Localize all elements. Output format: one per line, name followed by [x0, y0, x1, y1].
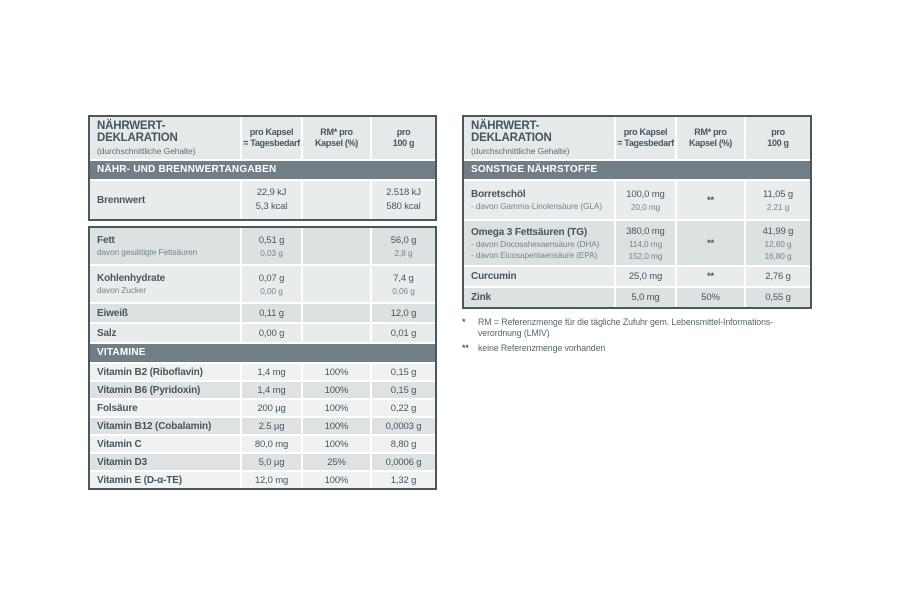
row-label: Brennwert	[97, 194, 146, 206]
row-sublabel: - davon Docosahexaensäure (DHA)	[471, 238, 600, 249]
row-label: Folsäure	[97, 402, 138, 414]
row-eiweiss: Eiweiß 0,11 g 12,0 g	[90, 304, 435, 322]
row-sublabel: - davon Eicosapentaensäure (EPA)	[471, 249, 598, 260]
table-header-title-cell: NÄHRWERT-DEKLARATION (durchschnittliche …	[90, 117, 240, 159]
table-title: NÄHRWERT-DEKLARATION	[97, 120, 178, 144]
table-subtitle: (durchschnittliche Gehalte)	[471, 146, 570, 156]
row-vitamin-b12: Vitamin B12 (Cobalamin) 2.5 µg 100% 0,00…	[90, 418, 435, 434]
row-label: Vitamin E (D-α-TE)	[97, 474, 182, 486]
row-sublabel: davon gesättigte Fettsäuren	[97, 247, 198, 257]
table-header-row: NÄHRWERT-DEKLARATION (durchschnittliche …	[464, 117, 810, 159]
row-omega3: Omega 3 Fettsäuren (TG) - davon Docosahe…	[464, 221, 810, 265]
row-curcumin: Curcumin 25,0 mg ** 2,76 g	[464, 267, 810, 286]
row-fett: Fett davon gesättigte Fettsäuren 0,51 g …	[90, 228, 435, 264]
row-label: Vitamin B12 (Cobalamin)	[97, 420, 212, 432]
table-header-title-cell: NÄHRWERT-DEKLARATION (durchschnittliche …	[464, 117, 614, 159]
col-header-per-100g: pro 100 g	[372, 117, 435, 159]
nutrition-table-main: NÄHRWERT-DEKLARATION (durchschnittliche …	[88, 115, 437, 490]
row-label: Zink	[471, 292, 491, 303]
row-label: Borretschöl	[471, 189, 526, 200]
col-header-per-capsule: pro Kapsel = Tagesbedarf	[616, 117, 675, 159]
row-vitamin-d3: Vitamin D3 5,0 µg 25% 0,0006 g	[90, 454, 435, 470]
row-vitamin-c: Vitamin C 80,0 mg 100% 8,80 g	[90, 436, 435, 452]
section-bar-vitamine: VITAMINE	[90, 344, 435, 362]
row-vitamin-e: Vitamin E (D-α-TE) 12,0 mg 100% 1,32 g	[90, 472, 435, 488]
col-header-per-capsule: pro Kapsel = Tagesbedarf	[242, 117, 301, 159]
col-header-rm: RM* pro Kapsel (%)	[303, 117, 370, 159]
row-label: Vitamin B2 (Riboflavin)	[97, 366, 203, 378]
row-label: Curcumin	[471, 271, 517, 282]
footnotes: * RM = Referenzmenge für die tägliche Zu…	[462, 317, 812, 358]
nutrition-table-main-bottom-block: Fett davon gesättigte Fettsäuren 0,51 g …	[88, 226, 437, 490]
row-label: Eiweiß	[97, 307, 128, 319]
row-kohlenhydrate: Kohlenhydrate davon Zucker 0,07 g 0,00 g…	[90, 266, 435, 302]
nutrition-table-other: NÄHRWERT-DEKLARATION (durchschnittliche …	[462, 115, 812, 309]
row-vitamin-b6: Vitamin B6 (Pyridoxin) 1,4 mg 100% 0,15 …	[90, 382, 435, 398]
no-reference-marker: **	[706, 237, 715, 249]
footnote-rm: * RM = Referenzmenge für die tägliche Zu…	[462, 317, 774, 338]
section-bar-energy: NÄHR- UND BRENNWERTANGABEN	[90, 161, 435, 179]
footnote-marker: *	[462, 317, 466, 327]
footnote-marker: **	[462, 343, 469, 353]
row-label: Vitamin B6 (Pyridoxin)	[97, 384, 201, 396]
row-vitamin-b2: Vitamin B2 (Riboflavin) 1,4 mg 100% 0,15…	[90, 364, 435, 380]
table-header-row: NÄHRWERT-DEKLARATION (durchschnittliche …	[90, 117, 435, 159]
row-label: Vitamin D3	[97, 456, 147, 468]
table-subtitle: (durchschnittliche Gehalte)	[97, 146, 196, 156]
row-salz: Salz 0,00 g 0,01 g	[90, 324, 435, 342]
row-folsaeure: Folsäure 200 µg 100% 0,22 g	[90, 400, 435, 416]
row-brennwert: Brennwert 22,9 kJ 5,3 kcal 2.518 kJ 580 …	[90, 181, 435, 219]
row-borretschoel: Borretschöl - davon Gamma-Linolensäure (…	[464, 181, 810, 219]
footnote-no-reference: ** keine Referenzmenge vorhanden	[462, 343, 606, 353]
col-header-per-100g: pro 100 g	[746, 117, 810, 159]
no-reference-marker: **	[706, 194, 715, 206]
nutrition-table-other-block: NÄHRWERT-DEKLARATION (durchschnittliche …	[462, 115, 812, 309]
no-reference-marker: **	[706, 271, 715, 282]
table-title: NÄHRWERT-DEKLARATION	[471, 120, 552, 144]
row-sublabel: - davon Gamma-Linolensäure (GLA)	[471, 201, 602, 211]
row-zink: Zink 5,0 mg 50% 0,55 g	[464, 288, 810, 307]
row-label: Fett	[97, 235, 115, 246]
row-label: Kohlenhydrate	[97, 273, 166, 284]
nutrition-table-main-top-block: NÄHRWERT-DEKLARATION (durchschnittliche …	[88, 115, 437, 221]
section-bar-sonstige: SONSTIGE NÄHRSTOFFE	[464, 161, 810, 179]
row-sublabel: davon Zucker	[97, 285, 147, 295]
col-header-rm: RM* pro Kapsel (%)	[677, 117, 744, 159]
row-label: Salz	[97, 327, 117, 339]
row-label: Omega 3 Fettsäuren (TG)	[471, 226, 588, 238]
row-label: Vitamin C	[97, 438, 142, 450]
